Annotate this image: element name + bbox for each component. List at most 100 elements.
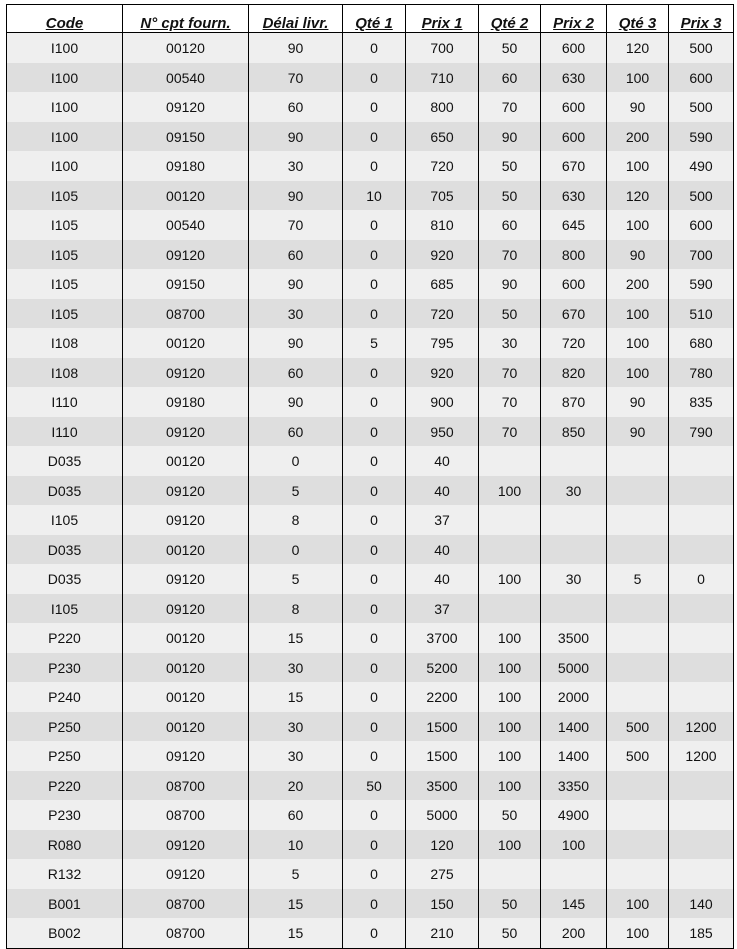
cell-delivery-delay: 90 bbox=[248, 180, 343, 210]
table-row: P220 08700 20 50 3500 100 3350 bbox=[6, 770, 734, 800]
cell-qty-1: 0 bbox=[342, 888, 406, 918]
cell-code: D035 bbox=[6, 475, 123, 505]
cell-price-1: 5000 bbox=[405, 800, 479, 830]
cell-price-1: 920 bbox=[405, 357, 479, 387]
cell-qty-2: 50 bbox=[478, 918, 541, 949]
cell-qty-3: 120 bbox=[606, 180, 669, 210]
cell-price-2 bbox=[540, 505, 607, 535]
cell-code: I110 bbox=[6, 416, 123, 446]
cell-price-3 bbox=[668, 505, 734, 535]
cell-price-1: 210 bbox=[405, 918, 479, 949]
cell-qty-3: 100 bbox=[606, 357, 669, 387]
cell-price-3: 185 bbox=[668, 918, 734, 949]
cell-supplier-account: 00120 bbox=[122, 32, 249, 63]
cell-qty-3: 100 bbox=[606, 151, 669, 181]
cell-qty-2: 30 bbox=[478, 328, 541, 358]
cell-qty-2: 100 bbox=[478, 475, 541, 505]
cell-price-2: 100 bbox=[540, 829, 607, 859]
cell-code: I100 bbox=[6, 151, 123, 181]
table-row: B002 08700 15 0 210 50 200 100 185 bbox=[6, 918, 734, 949]
cell-supplier-account: 09120 bbox=[122, 416, 249, 446]
table-row: D035 00120 0 0 40 bbox=[6, 534, 734, 564]
cell-qty-3: 100 bbox=[606, 62, 669, 92]
cell-code: I105 bbox=[6, 239, 123, 269]
cell-delivery-delay: 30 bbox=[248, 711, 343, 741]
cell-supplier-account: 09120 bbox=[122, 239, 249, 269]
cell-price-3 bbox=[668, 829, 734, 859]
cell-code: I105 bbox=[6, 593, 123, 623]
cell-qty-2: 70 bbox=[478, 92, 541, 122]
cell-price-2: 600 bbox=[540, 269, 607, 299]
table-row: I105 09150 90 0 685 90 600 200 590 bbox=[6, 269, 734, 299]
cell-qty-2: 70 bbox=[478, 357, 541, 387]
cell-price-2: 820 bbox=[540, 357, 607, 387]
cell-qty-1: 0 bbox=[342, 564, 406, 594]
cell-price-3: 790 bbox=[668, 416, 734, 446]
table-row: I105 00120 90 10 705 50 630 120 500 bbox=[6, 180, 734, 210]
cell-supplier-account: 08700 bbox=[122, 298, 249, 328]
cell-price-2: 600 bbox=[540, 121, 607, 151]
cell-supplier-account: 08700 bbox=[122, 888, 249, 918]
cell-supplier-account: 00120 bbox=[122, 534, 249, 564]
table-row: I108 00120 90 5 795 30 720 100 680 bbox=[6, 328, 734, 358]
cell-price-2 bbox=[540, 859, 607, 889]
cell-code: B002 bbox=[6, 918, 123, 949]
column-header-price-2: Prix 2 bbox=[540, 4, 607, 33]
cell-price-3 bbox=[668, 593, 734, 623]
cell-delivery-delay: 0 bbox=[248, 534, 343, 564]
cell-qty-3 bbox=[606, 505, 669, 535]
cell-price-1: 685 bbox=[405, 269, 479, 299]
cell-price-2: 630 bbox=[540, 180, 607, 210]
cell-qty-2: 90 bbox=[478, 121, 541, 151]
cell-price-3: 510 bbox=[668, 298, 734, 328]
cell-price-2: 870 bbox=[540, 387, 607, 417]
cell-price-3: 140 bbox=[668, 888, 734, 918]
cell-qty-2: 100 bbox=[478, 564, 541, 594]
cell-price-1: 150 bbox=[405, 888, 479, 918]
cell-price-2: 800 bbox=[540, 239, 607, 269]
cell-code: R080 bbox=[6, 829, 123, 859]
cell-price-2: 670 bbox=[540, 298, 607, 328]
cell-qty-1: 0 bbox=[342, 446, 406, 476]
cell-price-1: 5200 bbox=[405, 652, 479, 682]
cell-price-3 bbox=[668, 534, 734, 564]
cell-supplier-account: 09120 bbox=[122, 829, 249, 859]
cell-code: P250 bbox=[6, 711, 123, 741]
cell-qty-3: 90 bbox=[606, 92, 669, 122]
cell-qty-1: 0 bbox=[342, 121, 406, 151]
cell-price-3: 1200 bbox=[668, 741, 734, 771]
cell-price-2: 30 bbox=[540, 475, 607, 505]
cell-price-2: 30 bbox=[540, 564, 607, 594]
cell-qty-3: 5 bbox=[606, 564, 669, 594]
cell-qty-1: 0 bbox=[342, 711, 406, 741]
cell-price-2: 5000 bbox=[540, 652, 607, 682]
cell-qty-2: 90 bbox=[478, 269, 541, 299]
column-header-code: Code bbox=[6, 4, 123, 33]
table-row: P230 08700 60 0 5000 50 4900 bbox=[6, 800, 734, 830]
cell-qty-3 bbox=[606, 593, 669, 623]
cell-code: I100 bbox=[6, 121, 123, 151]
cell-price-2 bbox=[540, 534, 607, 564]
cell-code: I100 bbox=[6, 62, 123, 92]
cell-price-3: 600 bbox=[668, 62, 734, 92]
cell-code: I100 bbox=[6, 32, 123, 63]
cell-qty-1: 0 bbox=[342, 32, 406, 63]
cell-qty-1: 0 bbox=[342, 416, 406, 446]
cell-delivery-delay: 0 bbox=[248, 446, 343, 476]
table-row: I110 09180 90 0 900 70 870 90 835 bbox=[6, 387, 734, 417]
table-row: D035 09120 5 0 40 100 30 5 0 bbox=[6, 564, 734, 594]
cell-qty-1: 0 bbox=[342, 829, 406, 859]
cell-price-1: 800 bbox=[405, 92, 479, 122]
cell-qty-2: 100 bbox=[478, 652, 541, 682]
cell-supplier-account: 00120 bbox=[122, 682, 249, 712]
cell-code: P240 bbox=[6, 682, 123, 712]
table-row: P220 00120 15 0 3700 100 3500 bbox=[6, 623, 734, 653]
cell-qty-1: 0 bbox=[342, 387, 406, 417]
cell-qty-2: 100 bbox=[478, 741, 541, 771]
cell-qty-3: 90 bbox=[606, 239, 669, 269]
cell-supplier-account: 00120 bbox=[122, 328, 249, 358]
cell-price-1: 120 bbox=[405, 829, 479, 859]
cell-supplier-account: 09120 bbox=[122, 357, 249, 387]
